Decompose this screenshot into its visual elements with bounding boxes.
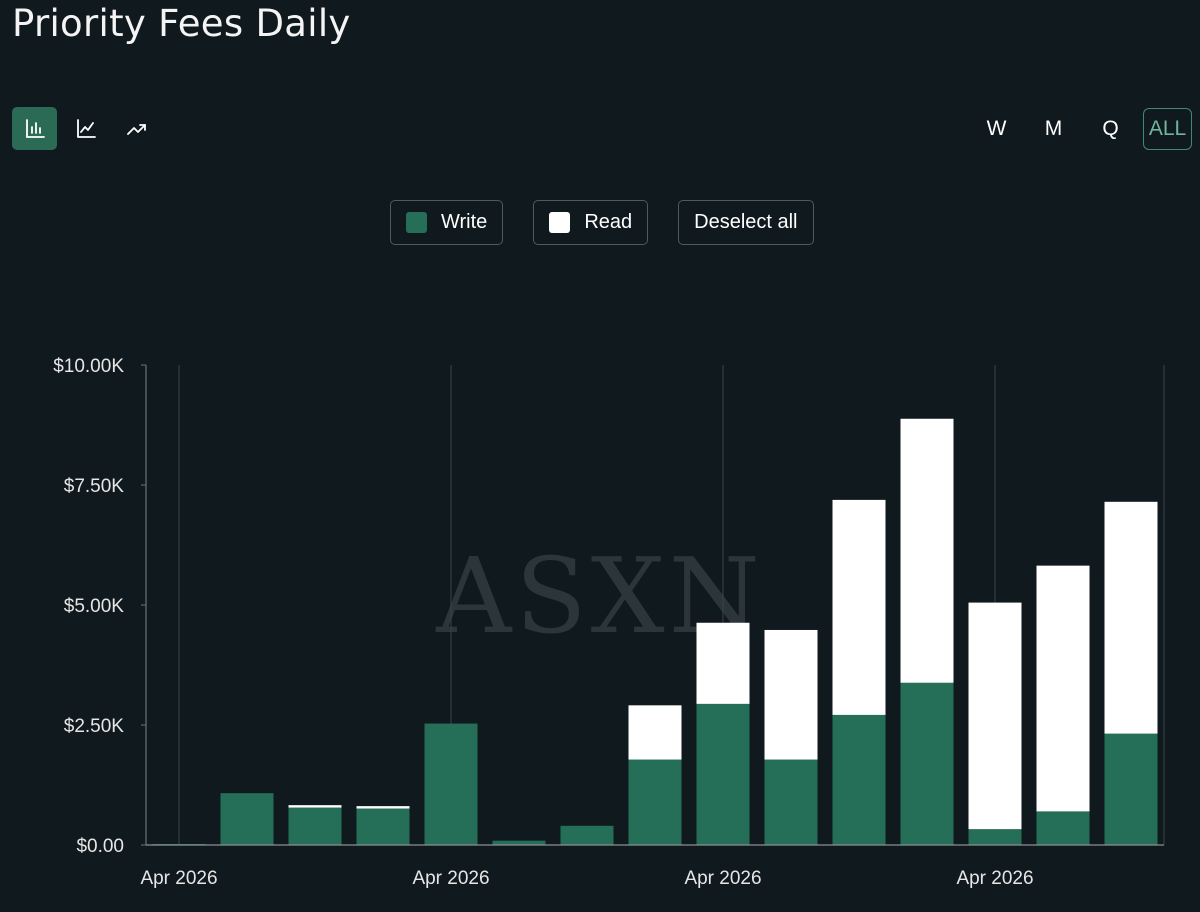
x-tick-label: Apr 2026 <box>140 868 217 889</box>
bar-write-9[interactable] <box>764 759 818 845</box>
range-all-button[interactable]: ALL <box>1143 108 1192 150</box>
deselect-all-button[interactable]: Deselect all <box>678 200 814 245</box>
range-month-button[interactable]: M <box>1044 117 1063 140</box>
bar-write-8[interactable] <box>696 703 750 845</box>
bar-read-9[interactable] <box>764 629 818 760</box>
bar-write-1[interactable] <box>220 793 274 845</box>
range-week-button[interactable]: W <box>986 117 1007 140</box>
bar-read-8[interactable] <box>696 622 750 704</box>
bar-write-4[interactable] <box>424 723 478 845</box>
trend-chart-icon <box>126 123 146 135</box>
line-chart-button[interactable] <box>63 107 108 150</box>
y-tick-label: $5.00K <box>64 596 125 617</box>
bar-read-7[interactable] <box>628 705 682 760</box>
line-chart-icon <box>76 118 96 138</box>
y-tick-label: $0.00 <box>76 836 124 857</box>
bar-chart-icon <box>25 118 45 138</box>
y-tick-label: $7.50K <box>64 476 125 497</box>
x-tick-label: Apr 2026 <box>412 868 489 889</box>
trend-chart-button[interactable] <box>114 107 159 150</box>
bar-write-10[interactable] <box>832 714 886 845</box>
bar-read-11[interactable] <box>900 418 954 683</box>
bar-write-7[interactable] <box>628 759 682 845</box>
legend-read-toggle[interactable]: Read <box>533 200 649 245</box>
x-tick-label: Apr 2026 <box>684 868 761 889</box>
bar-read-3[interactable] <box>356 806 410 809</box>
legend-write-label: Write <box>441 211 488 233</box>
bar-read-13[interactable] <box>1036 565 1090 812</box>
read-swatch <box>549 212 571 233</box>
bar-write-2[interactable] <box>288 807 342 845</box>
bar-read-10[interactable] <box>832 499 886 715</box>
y-tick-label: $2.50K <box>64 716 125 737</box>
deselect-all-label: Deselect all <box>694 211 798 233</box>
bar-write-6[interactable] <box>560 825 614 845</box>
bar-write-13[interactable] <box>1036 811 1090 845</box>
bar-read-14[interactable] <box>1104 501 1158 734</box>
bar-read-2[interactable] <box>288 805 342 808</box>
chart-legend: Write Read Deselect all <box>390 200 814 245</box>
x-tick-label: Apr 2026 <box>956 868 1033 889</box>
bar-write-5[interactable] <box>492 840 546 845</box>
time-range-selector: W M Q ALL <box>972 108 1192 150</box>
write-swatch <box>406 212 427 233</box>
legend-read-label: Read <box>584 211 633 233</box>
bar-write-12[interactable] <box>968 829 1022 845</box>
bar-write-14[interactable] <box>1104 733 1158 845</box>
range-quarter-button[interactable]: Q <box>1102 117 1119 140</box>
bar-chart-button[interactable] <box>12 107 57 150</box>
legend-write-toggle[interactable]: Write <box>390 200 504 245</box>
bar-write-11[interactable] <box>900 682 954 845</box>
chart-type-toggle <box>12 107 159 150</box>
y-tick-label: $10.00K <box>53 356 124 377</box>
bar-read-12[interactable] <box>968 602 1022 830</box>
bar-write-3[interactable] <box>356 808 410 845</box>
page-title: Priority Fees Daily <box>12 2 351 45</box>
